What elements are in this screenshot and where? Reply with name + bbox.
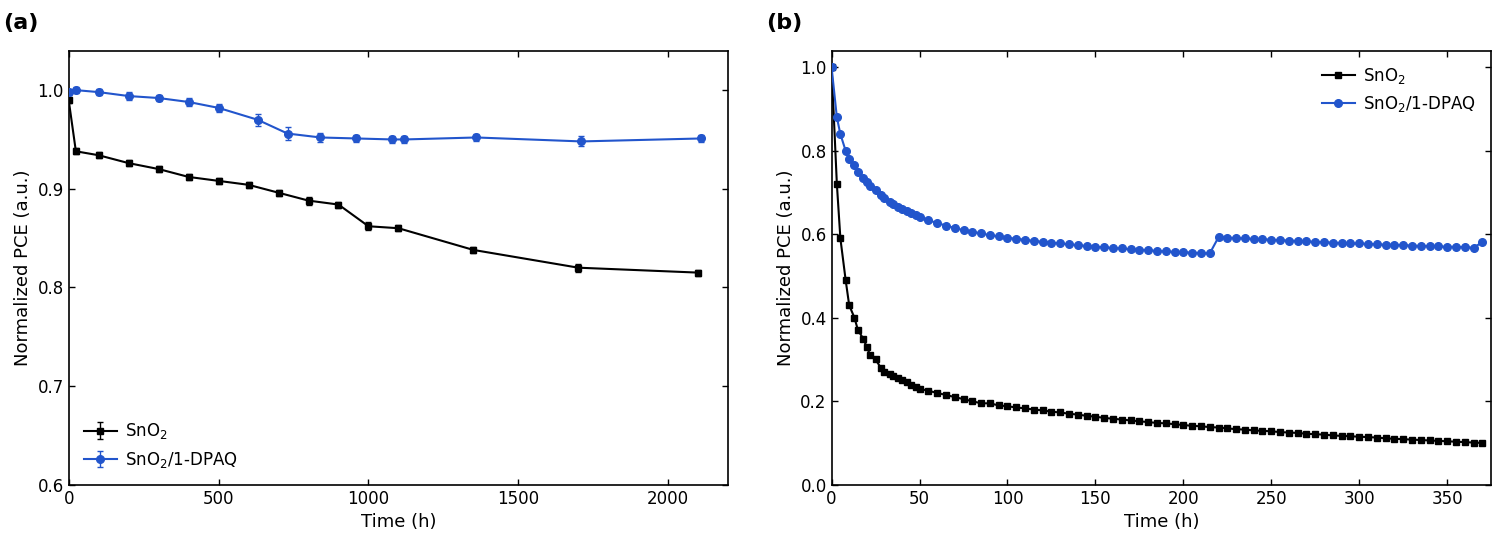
Line: SnO$_2$: SnO$_2$: [828, 64, 1485, 446]
SnO$_2$: [883, 373, 901, 379]
SnO$_2$: [1473, 440, 1491, 446]
Legend: SnO$_2$, SnO$_2$/1-DPAQ: SnO$_2$, SnO$_2$/1-DPAQ: [77, 415, 245, 476]
SnO$_2$: [990, 402, 1008, 409]
SnO$_2$/1-DPAQ: [1439, 244, 1457, 250]
SnO$_2$: [954, 396, 972, 402]
SnO$_2$/1-DPAQ: [1201, 250, 1219, 257]
Text: (a): (a): [3, 13, 38, 33]
SnO$_2$/1-DPAQ: [1105, 245, 1123, 251]
Line: SnO$_2$/1-DPAQ: SnO$_2$/1-DPAQ: [828, 64, 1485, 257]
SnO$_2$: [1105, 415, 1123, 422]
X-axis label: Time (h): Time (h): [1124, 513, 1199, 531]
Legend: SnO$_2$, SnO$_2$/1-DPAQ: SnO$_2$, SnO$_2$/1-DPAQ: [1315, 59, 1482, 120]
SnO$_2$: [1430, 438, 1448, 444]
X-axis label: Time (h): Time (h): [361, 513, 436, 531]
Y-axis label: Normalized PCE (a.u.): Normalized PCE (a.u.): [14, 169, 32, 366]
SnO$_2$/1-DPAQ: [1473, 239, 1491, 245]
SnO$_2$/1-DPAQ: [883, 201, 901, 208]
SnO$_2$/1-DPAQ: [963, 228, 981, 235]
SnO$_2$: [963, 398, 981, 404]
SnO$_2$/1-DPAQ: [823, 64, 841, 71]
SnO$_2$/1-DPAQ: [954, 227, 972, 233]
SnO$_2$: [823, 64, 841, 71]
Y-axis label: Normalized PCE (a.u.): Normalized PCE (a.u.): [777, 169, 795, 366]
SnO$_2$/1-DPAQ: [990, 233, 1008, 240]
Text: (b): (b): [766, 13, 802, 33]
